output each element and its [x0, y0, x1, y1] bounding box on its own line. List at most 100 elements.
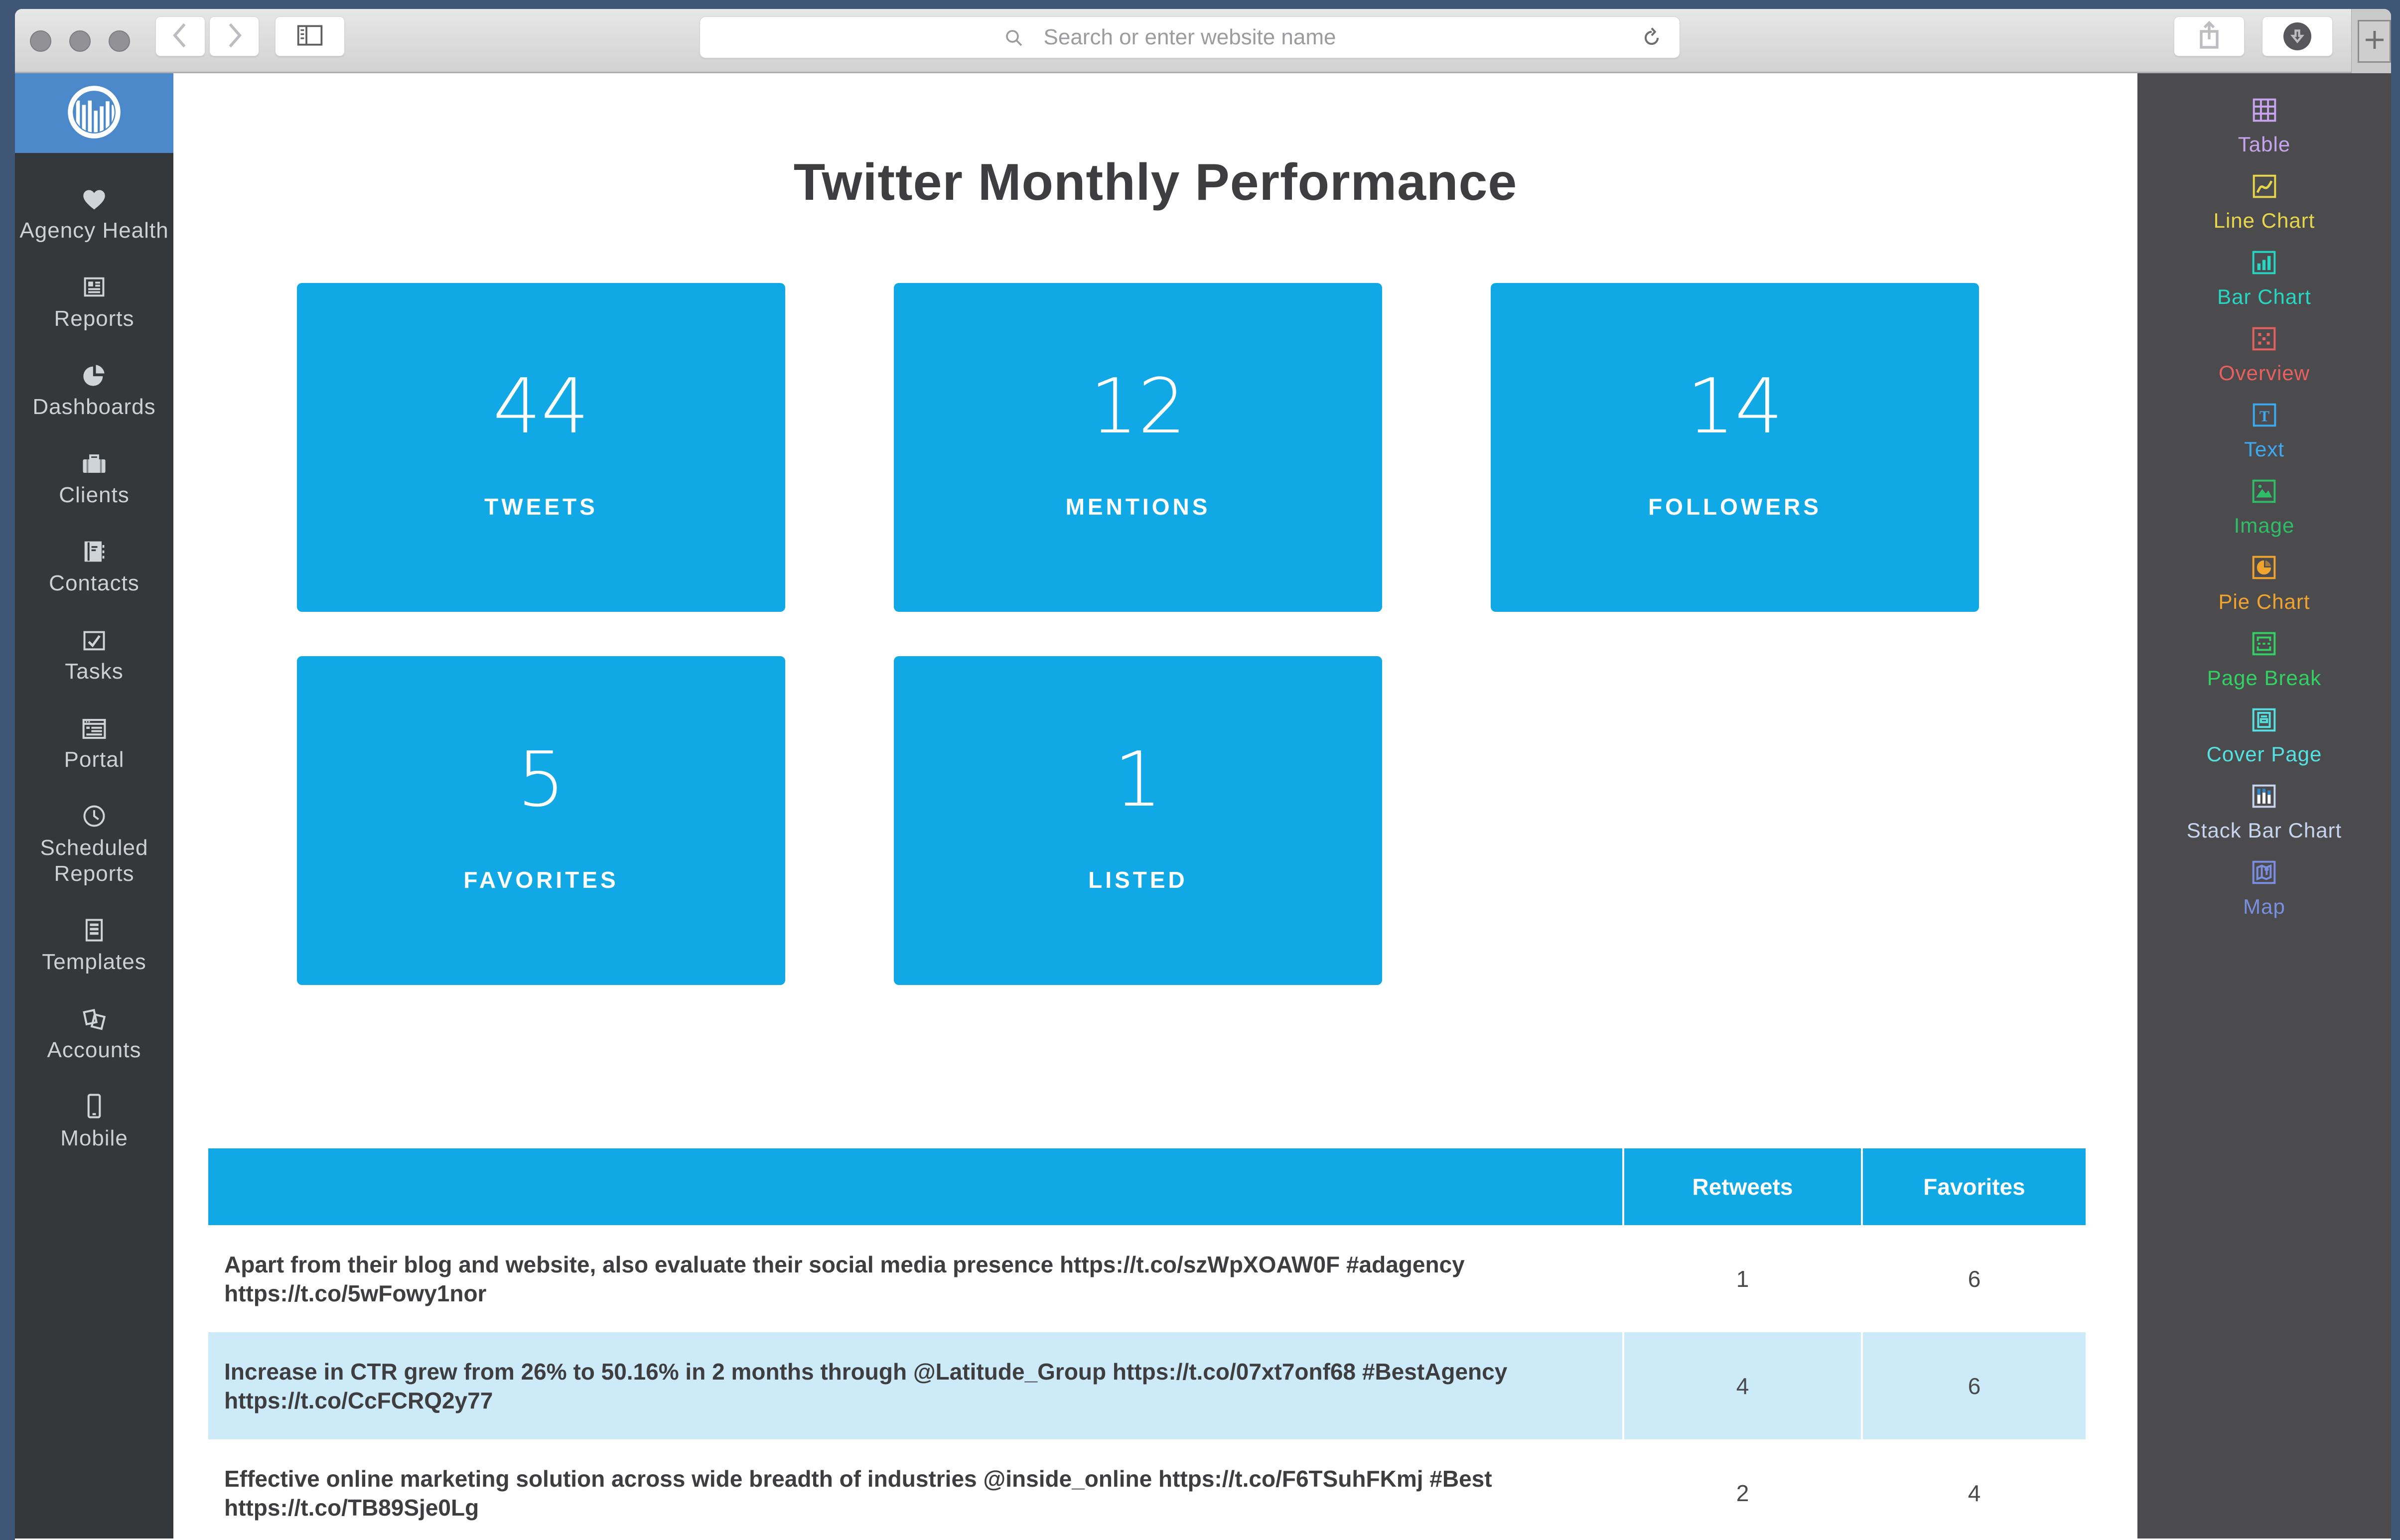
- sidebar-item-label: Tasks: [65, 659, 124, 684]
- close-button[interactable]: [30, 30, 51, 52]
- download-icon: [2283, 22, 2311, 50]
- metric-card-listed[interactable]: 1 LISTED: [894, 656, 1382, 985]
- heart-icon: [81, 184, 107, 212]
- metric-value: 12: [1090, 362, 1186, 450]
- sidebar-item-contacts[interactable]: Contacts: [19, 537, 169, 596]
- bar-chart-logo-icon: [65, 83, 123, 143]
- stack-bar-chart-icon: [2248, 780, 2280, 815]
- map-icon: [2248, 856, 2280, 891]
- metric-cards: 44 TWEETS 12 MENTIONS 14 FOLLOWERS 5 FAV…: [297, 283, 1979, 985]
- metric-label: MENTIONS: [1065, 494, 1211, 520]
- sidebar-item-clients[interactable]: Clients: [19, 448, 169, 508]
- palette-item-label: Page Break: [2207, 666, 2322, 690]
- share-button[interactable]: [2174, 16, 2245, 56]
- metric-card-mentions[interactable]: 12 MENTIONS: [894, 283, 1382, 612]
- sidebar-panel-icon: [296, 23, 324, 50]
- palette-item-bar-chart[interactable]: Bar Chart: [2217, 247, 2311, 309]
- palette-item-pie-chart[interactable]: Pie Chart: [2218, 552, 2310, 614]
- sidebar-item-tasks[interactable]: Tasks: [19, 625, 169, 685]
- retweets-column-header: Retweets: [1622, 1148, 1861, 1225]
- back-button[interactable]: [155, 16, 205, 56]
- contacts-icon: [81, 537, 107, 564]
- palette-item-text[interactable]: T Text: [2244, 399, 2284, 461]
- new-tab-button[interactable]: [2358, 19, 2391, 63]
- sidebar-item-mobile[interactable]: Mobile: [19, 1092, 169, 1151]
- sidebar-item-dashboards[interactable]: Dashboards: [19, 360, 169, 420]
- forward-button[interactable]: [209, 16, 259, 56]
- palette-item-table[interactable]: Table: [2238, 94, 2290, 156]
- tweet-column-header: [208, 1148, 1622, 1225]
- table-row[interactable]: Increase in CTR grew from 26% to 50.16% …: [208, 1332, 2086, 1439]
- downloads-button[interactable]: [2262, 16, 2333, 56]
- favorites-value: 4: [1861, 1439, 2086, 1539]
- palette-item-label: Pie Chart: [2218, 590, 2310, 613]
- clock-icon: [81, 801, 107, 829]
- sidebar-item-label: Templates: [42, 950, 146, 974]
- sidebar-item-portal[interactable]: Portal: [19, 713, 169, 773]
- palette-item-map[interactable]: Map: [2243, 856, 2285, 919]
- briefcase-icon: [81, 448, 108, 476]
- metric-card-favorites[interactable]: 5 FAVORITES: [297, 656, 785, 985]
- app-logo[interactable]: [15, 73, 173, 153]
- image-icon: [2248, 475, 2280, 510]
- metric-card-tweets[interactable]: 44 TWEETS: [297, 283, 785, 612]
- table-row[interactable]: Effective online marketing solution acro…: [208, 1439, 2086, 1539]
- search-icon: [1004, 28, 1024, 50]
- favorites-value: 6: [1861, 1332, 2086, 1439]
- sidebar-item-agency-health[interactable]: Agency Health: [19, 184, 169, 244]
- palette-item-label: Stack Bar Chart: [2186, 819, 2342, 842]
- sidebar-toggle-button[interactable]: [275, 16, 345, 56]
- metric-label: TWEETS: [484, 494, 598, 520]
- minimize-button[interactable]: [69, 30, 91, 52]
- favorites-value: 6: [1861, 1225, 2086, 1332]
- plus-icon: [2363, 28, 2387, 54]
- table-row[interactable]: Apart from their blog and website, also …: [208, 1225, 2086, 1332]
- palette-item-page-break[interactable]: Page Break: [2207, 628, 2321, 690]
- metric-label: LISTED: [1088, 867, 1188, 893]
- window-controls: [30, 9, 130, 73]
- palette-item-label: Bar Chart: [2217, 285, 2311, 308]
- tweet-text: Apart from their blog and website, also …: [224, 1251, 1465, 1306]
- palette-item-cover-page[interactable]: Cover Page: [2207, 704, 2322, 766]
- line-chart-icon: [2249, 170, 2280, 205]
- search-input[interactable]: [700, 17, 1680, 58]
- retweets-value: 2: [1622, 1439, 1861, 1539]
- table-header-row: Retweets Favorites: [208, 1148, 2086, 1225]
- chevron-right-icon: [224, 21, 244, 52]
- accounts-icon: [81, 1003, 108, 1031]
- sidebar-item-templates[interactable]: Templates: [19, 915, 169, 975]
- svg-text:T: T: [2259, 408, 2269, 424]
- zoom-button[interactable]: [109, 30, 130, 52]
- reload-icon[interactable]: [1641, 27, 1663, 51]
- metric-value: 44: [493, 362, 589, 450]
- bar-chart-icon: [2248, 247, 2280, 281]
- sidebar-item-accounts[interactable]: Accounts: [19, 1003, 169, 1063]
- palette-item-label: Image: [2234, 514, 2295, 537]
- sidebar-item-reports[interactable]: Reports: [19, 272, 169, 332]
- widget-palette: Table Line Chart: [2137, 73, 2391, 1539]
- sidebar-item-label: Portal: [64, 747, 125, 772]
- palette-item-label: Text: [2244, 437, 2285, 461]
- sidebar-item-label: Clients: [59, 483, 130, 507]
- address-bar[interactable]: [700, 16, 1680, 58]
- metric-card-followers[interactable]: 14 FOLLOWERS: [1491, 283, 1979, 612]
- palette-item-line-chart[interactable]: Line Chart: [2214, 170, 2315, 233]
- share-icon: [2197, 20, 2221, 53]
- sidebar-item-label: Scheduled Reports: [40, 836, 148, 886]
- chevron-left-icon: [170, 21, 190, 52]
- palette-item-overview[interactable]: Overview: [2219, 323, 2310, 385]
- metric-value: 5: [517, 735, 565, 824]
- palette-item-label: Cover Page: [2206, 742, 2322, 766]
- sidebar-item-scheduled-reports[interactable]: Scheduled Reports: [19, 801, 169, 887]
- report-canvas: Twitter Monthly Performance 44 TWEETS 12…: [173, 73, 2137, 1539]
- browser-toolbar: [15, 9, 2391, 73]
- tweets-table: Retweets Favorites Apart from their blog…: [208, 1148, 2086, 1539]
- overview-icon: [2248, 323, 2280, 357]
- palette-item-label: Overview: [2218, 361, 2310, 385]
- page-title: Twitter Monthly Performance: [793, 153, 1518, 211]
- palette-item-image[interactable]: Image: [2234, 475, 2295, 538]
- palette-item-stack-bar-chart[interactable]: Stack Bar Chart: [2187, 780, 2342, 842]
- pie-chart-icon: [81, 360, 107, 388]
- templates-icon: [82, 915, 106, 943]
- palette-item-label: Table: [2238, 133, 2291, 156]
